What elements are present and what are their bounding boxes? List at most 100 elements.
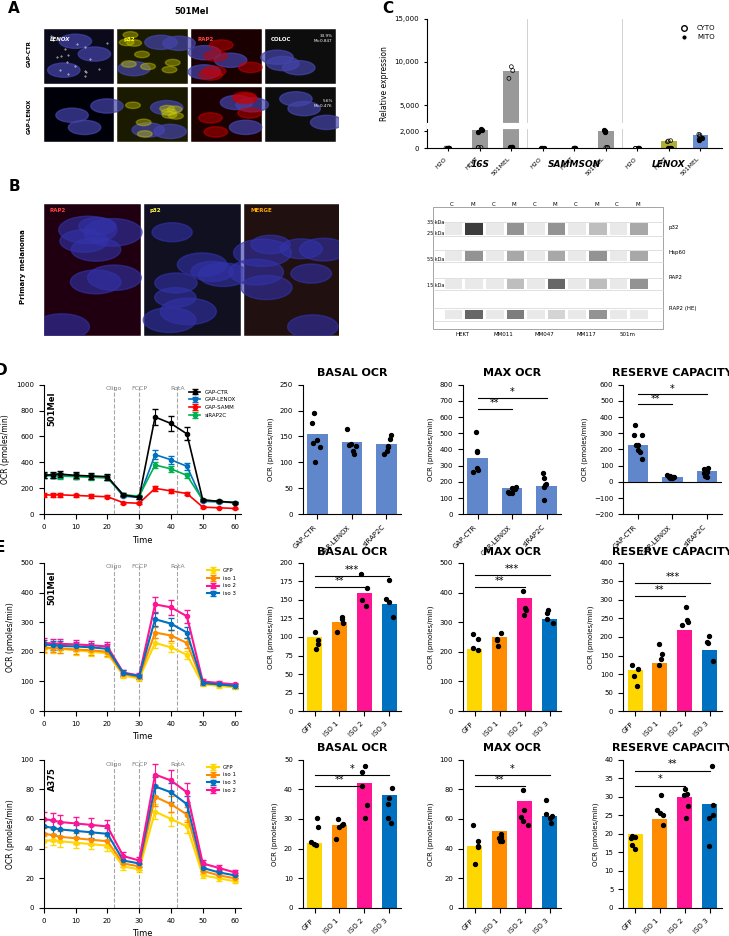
Circle shape — [233, 94, 257, 104]
Point — [599, 125, 611, 140]
Point — [681, 600, 693, 615]
Point — [312, 636, 324, 651]
Point — [472, 632, 484, 647]
Point — [443, 140, 455, 155]
Point — [569, 140, 581, 155]
Point — [515, 810, 527, 825]
Point — [440, 140, 452, 155]
FancyBboxPatch shape — [527, 224, 545, 235]
Circle shape — [71, 270, 121, 294]
Bar — [677, 630, 693, 711]
Point — [507, 63, 518, 78]
Text: MM117: MM117 — [576, 331, 596, 337]
Bar — [702, 650, 717, 711]
Y-axis label: OCR (pmoles/min): OCR (pmoles/min) — [6, 602, 15, 672]
Point — [632, 662, 644, 677]
Circle shape — [117, 62, 150, 76]
Circle shape — [59, 216, 117, 243]
Circle shape — [288, 101, 320, 116]
Point — [356, 592, 367, 607]
Circle shape — [165, 59, 180, 66]
X-axis label: Time: Time — [132, 929, 152, 936]
FancyBboxPatch shape — [569, 310, 586, 319]
Text: p32: p32 — [150, 208, 162, 213]
Text: A375: A375 — [47, 768, 57, 791]
FancyBboxPatch shape — [589, 310, 607, 319]
FancyBboxPatch shape — [465, 310, 483, 319]
Circle shape — [214, 53, 247, 67]
Point — [336, 609, 348, 624]
Text: **: ** — [495, 576, 504, 586]
Point — [491, 631, 503, 646]
Point — [386, 609, 398, 624]
FancyBboxPatch shape — [547, 279, 566, 288]
Bar — [357, 592, 372, 711]
Text: COLOC: COLOC — [270, 37, 291, 42]
Point — [634, 444, 646, 459]
Point — [628, 427, 640, 442]
Bar — [542, 816, 557, 908]
Title: BASAL OCR: BASAL OCR — [316, 368, 387, 378]
Bar — [677, 797, 693, 908]
Point — [308, 405, 319, 420]
Text: D: D — [0, 363, 7, 378]
Title: RESERVE CAPACITY: RESERVE CAPACITY — [612, 743, 729, 753]
Point — [702, 636, 714, 651]
Point — [312, 819, 324, 834]
Text: *: * — [510, 764, 515, 773]
Point — [384, 431, 396, 446]
Circle shape — [160, 299, 217, 325]
Circle shape — [78, 47, 111, 61]
Text: M: M — [553, 202, 558, 207]
Title: BASAL OCR: BASAL OCR — [316, 743, 387, 753]
Circle shape — [233, 240, 292, 267]
Point — [629, 140, 641, 155]
Bar — [517, 598, 532, 711]
Text: GAP-LENOX: GAP-LENOX — [27, 98, 32, 134]
FancyBboxPatch shape — [547, 224, 566, 235]
Point — [632, 141, 644, 156]
Text: **: ** — [650, 394, 660, 403]
Circle shape — [199, 70, 222, 80]
Text: C: C — [450, 202, 454, 207]
Text: Hsp60: Hsp60 — [668, 250, 686, 256]
FancyBboxPatch shape — [609, 224, 628, 235]
Point — [626, 838, 638, 853]
Point — [355, 566, 367, 581]
FancyBboxPatch shape — [631, 279, 648, 288]
Bar — [542, 620, 557, 711]
Point — [467, 640, 478, 655]
Point — [538, 140, 550, 155]
Point — [662, 467, 674, 482]
Point — [471, 444, 483, 459]
FancyBboxPatch shape — [569, 224, 586, 235]
Bar — [662, 477, 683, 482]
FancyBboxPatch shape — [44, 87, 114, 142]
Circle shape — [238, 62, 262, 73]
Legend: GFP, iso 1, iso 3, iso 2: GFP, iso 1, iso 3, iso 2 — [205, 763, 238, 796]
Point — [308, 435, 319, 450]
Circle shape — [251, 235, 290, 254]
Point — [656, 647, 668, 662]
Legend: GAP-CTR, GAP-LENOX, GAP-SAMM, siRAP2C: GAP-CTR, GAP-LENOX, GAP-SAMM, siRAP2C — [187, 388, 238, 420]
Circle shape — [59, 34, 92, 49]
Y-axis label: OCR (pmoles/min): OCR (pmoles/min) — [582, 417, 588, 481]
Circle shape — [238, 108, 262, 118]
Bar — [492, 831, 507, 908]
FancyBboxPatch shape — [265, 29, 335, 83]
FancyBboxPatch shape — [465, 251, 483, 261]
Circle shape — [160, 106, 174, 112]
Text: p32: p32 — [668, 225, 679, 230]
Point — [694, 129, 706, 144]
Text: HEKT: HEKT — [456, 331, 469, 337]
Point — [667, 469, 679, 484]
Point — [305, 835, 317, 850]
FancyBboxPatch shape — [144, 204, 241, 336]
Point — [519, 601, 531, 616]
Point — [347, 444, 359, 459]
Point — [658, 808, 669, 823]
Text: SAMMSON: SAMMSON — [547, 160, 601, 169]
Text: RAP2: RAP2 — [197, 37, 214, 42]
FancyBboxPatch shape — [507, 251, 524, 261]
Y-axis label: OCR (pmoles/min): OCR (pmoles/min) — [268, 417, 274, 481]
